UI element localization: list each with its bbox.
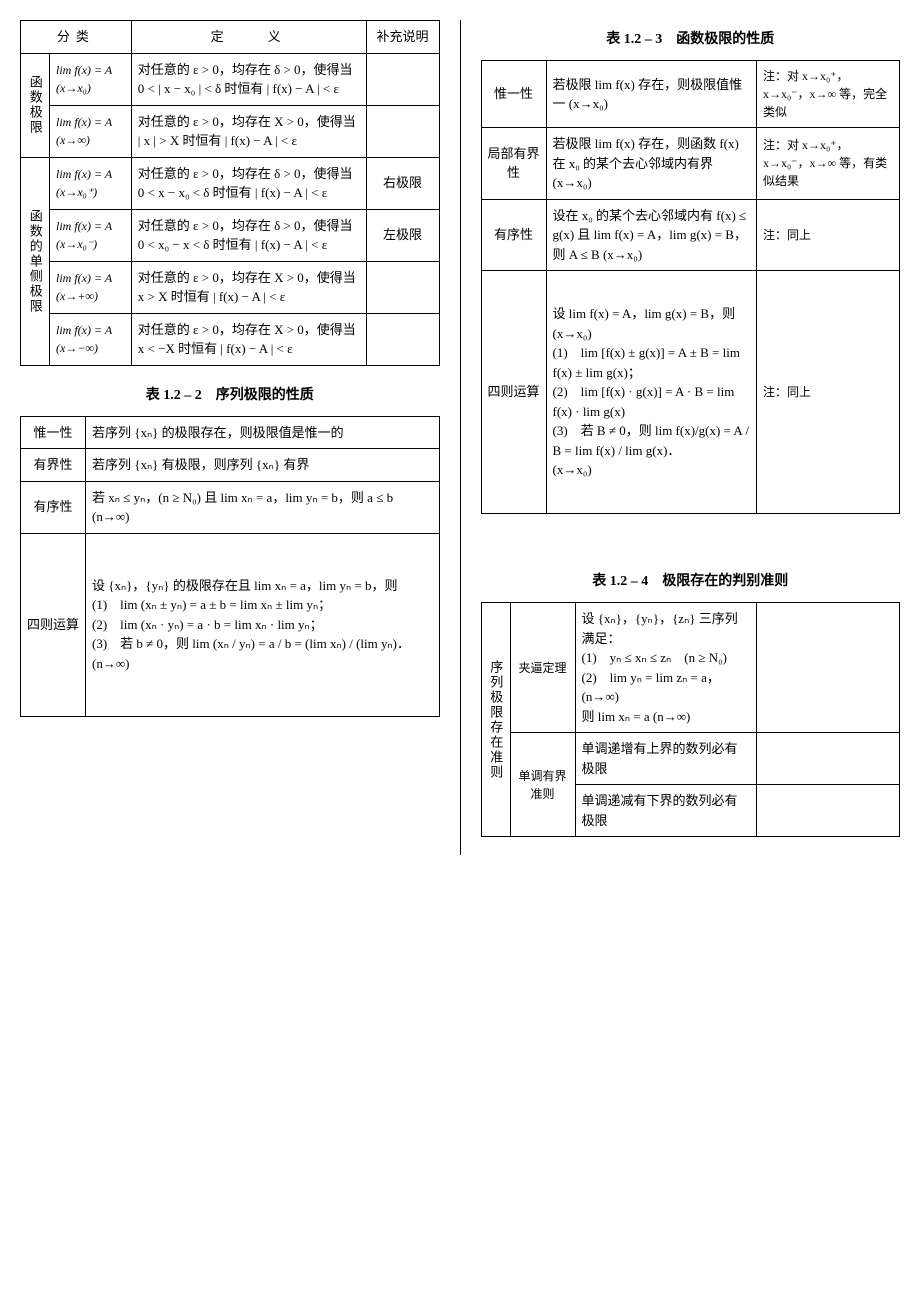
limit-def: 对任意的 ε > 0，均存在 δ > 0，使得当 0 < x₀ − x < δ … <box>131 209 366 261</box>
prop-label: 局部有界性 <box>481 128 546 200</box>
criterion-note <box>757 603 900 733</box>
prop-label: 惟一性 <box>21 416 86 449</box>
prop-label: 四则运算 <box>481 271 546 514</box>
table-row: 有序性 设在 x₀ 的某个去心邻域内有 f(x) ≤ g(x) 且 lim f(… <box>481 199 900 271</box>
limit-expr: lim f(x) = A (x→x₀⁺) <box>50 157 132 209</box>
prop-label: 有序性 <box>21 481 86 533</box>
table-caption: 表 1.2 – 3 函数极限的性质 <box>481 28 901 48</box>
limit-expr: lim f(x) = A (x→−∞) <box>50 313 132 365</box>
prop-note: 注：对 x→x₀⁺，x→x₀⁻，x→∞ 等，完全类似 <box>757 61 900 128</box>
table-row: lim f(x) = A (x→−∞) 对任意的 ε > 0，均存在 X > 0… <box>21 313 440 365</box>
prop-note: 注：同上 <box>757 199 900 271</box>
header-category: 分类 <box>21 21 132 54</box>
table-row: lim f(x) = A (x→x₀⁻) 对任意的 ε > 0，均存在 δ > … <box>21 209 440 261</box>
table-function-limit-properties: 惟一性 若极限 lim f(x) 存在，则极限值惟一 (x→x₀) 注：对 x→… <box>481 60 901 514</box>
table-row: 局部有界性 若极限 lim f(x) 存在，则函数 f(x) 在 x₀ 的某个去… <box>481 128 900 200</box>
criterion-note <box>757 733 900 785</box>
limit-def: 对任意的 ε > 0，均存在 X > 0，使得当 x < −X 时恒有 | f(… <box>131 313 366 365</box>
group-label: 序列极限存在准则 <box>481 603 510 837</box>
prop-text: 若极限 lim f(x) 存在，则极限值惟一 (x→x₀) <box>546 61 757 128</box>
prop-label: 有序性 <box>481 199 546 271</box>
limit-expr: lim f(x) = A (x→x₀⁻) <box>50 209 132 261</box>
page: 分类 定 义 补充说明 函数极限 lim f(x) = A (x→x₀) 对任意… <box>20 20 900 855</box>
header-note: 补充说明 <box>366 21 439 54</box>
prop-label: 有界性 <box>21 449 86 482</box>
table-row: 函数极限 lim f(x) = A (x→x₀) 对任意的 ε > 0，均存在 … <box>21 53 440 105</box>
table-row: 惟一性 若极限 lim f(x) 存在，则极限值惟一 (x→x₀) 注：对 x→… <box>481 61 900 128</box>
table-sequence-limit-properties: 惟一性 若序列 {xₙ} 的极限存在，则极限值是惟一的 有界性 若序列 {xₙ}… <box>20 416 440 717</box>
prop-label: 四则运算 <box>21 533 86 716</box>
criterion-text: 单调递增有上界的数列必有极限 <box>575 733 757 785</box>
column-divider <box>460 20 461 855</box>
limit-expr: lim f(x) = A (x→∞) <box>50 105 132 157</box>
table-row: lim f(x) = A (x→∞) 对任意的 ε > 0，均存在 X > 0，… <box>21 105 440 157</box>
criterion-label: 单调有界准则 <box>510 733 575 837</box>
left-column: 分类 定 义 补充说明 函数极限 lim f(x) = A (x→x₀) 对任意… <box>20 20 440 855</box>
group-label: 函数的单侧极限 <box>21 157 50 365</box>
prop-text: 若序列 {xₙ} 的极限存在，则极限值是惟一的 <box>86 416 440 449</box>
criterion-text: 单调递减有下界的数列必有极限 <box>575 785 757 837</box>
table-row: 单调有界准则 单调递增有上界的数列必有极限 <box>481 733 900 785</box>
prop-text: 若序列 {xₙ} 有极限，则序列 {xₙ} 有界 <box>86 449 440 482</box>
prop-note: 注：同上 <box>757 271 900 514</box>
table-row: lim f(x) = A (x→+∞) 对任意的 ε > 0，均存在 X > 0… <box>21 261 440 313</box>
prop-text: 设在 x₀ 的某个去心邻域内有 f(x) ≤ g(x) 且 lim f(x) =… <box>546 199 757 271</box>
prop-label: 惟一性 <box>481 61 546 128</box>
limit-expr: lim f(x) = A (x→x₀) <box>50 53 132 105</box>
limit-note <box>366 53 439 105</box>
table-row: 四则运算 设 {xₙ}，{yₙ} 的极限存在且 lim xₙ = a，lim y… <box>21 533 440 716</box>
table-row: 惟一性 若序列 {xₙ} 的极限存在，则极限值是惟一的 <box>21 416 440 449</box>
table-limit-existence-criteria: 序列极限存在准则 夹逼定理 设 {xₙ}，{yₙ}，{zₙ} 三序列满足： (1… <box>481 602 901 837</box>
spacer <box>481 532 901 562</box>
limit-def: 对任意的 ε > 0，均存在 δ > 0，使得当 0 < x − x₀ < δ … <box>131 157 366 209</box>
limit-note: 左极限 <box>366 209 439 261</box>
prop-text: 设 lim f(x) = A，lim g(x) = B，则 (x→x₀) (1)… <box>546 271 757 514</box>
table-row: 分类 定 义 补充说明 <box>21 21 440 54</box>
limit-def: 对任意的 ε > 0，均存在 δ > 0，使得当 0 < | x − x₀ | … <box>131 53 366 105</box>
limit-note: 右极限 <box>366 157 439 209</box>
criterion-text: 设 {xₙ}，{yₙ}，{zₙ} 三序列满足： (1) yₙ ≤ xₙ ≤ zₙ… <box>575 603 757 733</box>
header-definition: 定 义 <box>131 21 366 54</box>
table-caption: 表 1.2 – 4 极限存在的判别准则 <box>481 570 901 590</box>
prop-note: 注：对 x→x₀⁺，x→x₀⁻，x→∞ 等，有类似结果 <box>757 128 900 200</box>
table-row: 有序性 若 xₙ ≤ yₙ，(n ≥ N₀) 且 lim xₙ = a，lim … <box>21 481 440 533</box>
criterion-note <box>757 785 900 837</box>
prop-text: 设 {xₙ}，{yₙ} 的极限存在且 lim xₙ = a，lim yₙ = b… <box>86 533 440 716</box>
limit-expr: lim f(x) = A (x→+∞) <box>50 261 132 313</box>
prop-text: 若 xₙ ≤ yₙ，(n ≥ N₀) 且 lim xₙ = a，lim yₙ =… <box>86 481 440 533</box>
limit-note <box>366 261 439 313</box>
table-limit-definitions: 分类 定 义 补充说明 函数极限 lim f(x) = A (x→x₀) 对任意… <box>20 20 440 366</box>
right-column: 表 1.2 – 3 函数极限的性质 惟一性 若极限 lim f(x) 存在，则极… <box>481 20 901 855</box>
limit-def: 对任意的 ε > 0，均存在 X > 0，使得当 x > X 时恒有 | f(x… <box>131 261 366 313</box>
table-row: 函数的单侧极限 lim f(x) = A (x→x₀⁺) 对任意的 ε > 0，… <box>21 157 440 209</box>
table-row: 四则运算 设 lim f(x) = A，lim g(x) = B，则 (x→x₀… <box>481 271 900 514</box>
table-row: 有界性 若序列 {xₙ} 有极限，则序列 {xₙ} 有界 <box>21 449 440 482</box>
table-caption: 表 1.2 – 2 序列极限的性质 <box>20 384 440 404</box>
limit-note <box>366 313 439 365</box>
criterion-label: 夹逼定理 <box>510 603 575 733</box>
limit-note <box>366 105 439 157</box>
limit-def: 对任意的 ε > 0，均存在 X > 0，使得当 | x | > X 时恒有 |… <box>131 105 366 157</box>
table-row: 序列极限存在准则 夹逼定理 设 {xₙ}，{yₙ}，{zₙ} 三序列满足： (1… <box>481 603 900 733</box>
group-label: 函数极限 <box>21 53 50 157</box>
prop-text: 若极限 lim f(x) 存在，则函数 f(x) 在 x₀ 的某个去心邻域内有界… <box>546 128 757 200</box>
